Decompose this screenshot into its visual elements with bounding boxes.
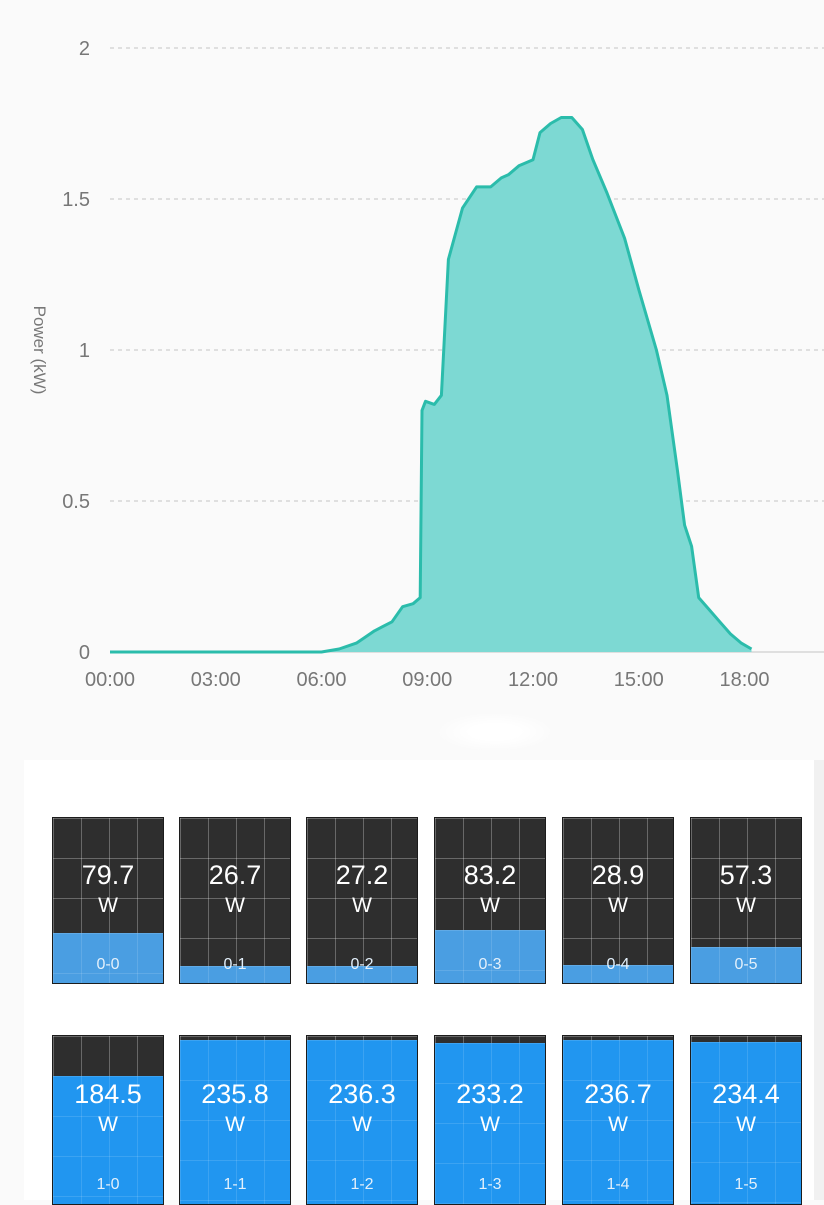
panel-power-fill xyxy=(53,1076,163,1204)
panel-power-unit: W xyxy=(98,894,118,917)
power-chart: 2 1.5 1 0.5 0 00:00 03:00 06:00 09:00 12:00 15:00 1… xyxy=(30,38,824,691)
x-tick-label: 00:00 xyxy=(85,669,135,691)
panel-power-fill xyxy=(691,947,801,983)
panel-power-unit: W xyxy=(608,894,628,917)
panel-id-label: 1-0 xyxy=(96,1176,120,1193)
panel-power-value: 233.2 xyxy=(456,1079,524,1109)
panel-power-unit: W xyxy=(480,1113,500,1136)
panel-id-label: 1-5 xyxy=(734,1176,758,1193)
panel-power-value: 234.4 xyxy=(712,1079,780,1109)
panel-power-unit: W xyxy=(608,1113,628,1136)
panel-power-value: 57.3 xyxy=(719,860,773,890)
panel-0-2[interactable]: 27.2 W 0-2 xyxy=(306,817,418,984)
panel-power-value: 235.8 xyxy=(201,1079,269,1109)
y-tick-label: 1 xyxy=(79,340,90,362)
panel-id-label: 0-5 xyxy=(734,956,758,973)
power-chart-svg: 2 1.5 1 0.5 0 00:00 03:00 06:00 09:00 12:00 15:00 1… xyxy=(30,38,824,691)
panel-0-3[interactable]: 83.2 W 0-3 xyxy=(434,817,546,984)
panel-layout-card: 79.7 W 0-0 26.7 W 0-1 27.2 W 0-2 83.2 W 0-3 28.9 W 0-4… xyxy=(24,760,814,1205)
panel-power-value: 83.2 xyxy=(463,860,517,890)
panel-power-value: 79.7 xyxy=(81,860,135,890)
panel-power-fill xyxy=(307,1040,417,1204)
panel-power-fill xyxy=(563,1040,673,1204)
panel-power-fill xyxy=(563,965,673,983)
panel-0-1[interactable]: 26.7 W 0-1 xyxy=(179,817,291,984)
power-area-line xyxy=(110,116,753,654)
panel-id-label: 1-3 xyxy=(478,1176,502,1193)
panel-power-value: 26.7 xyxy=(208,860,262,890)
panel-id-label: 1-2 xyxy=(350,1176,374,1193)
x-tick-label: 06:00 xyxy=(296,669,346,691)
panel-power-unit: W xyxy=(736,894,756,917)
panel-power-fill xyxy=(307,966,417,983)
panel-power-unit: W xyxy=(352,894,372,917)
y-tick-label: 0.5 xyxy=(62,491,90,513)
y-tick-label: 1.5 xyxy=(62,189,90,211)
panel-0-4[interactable]: 28.9 W 0-4 xyxy=(562,817,674,984)
panel-1-1[interactable]: 235.8 W 1-1 xyxy=(179,1035,291,1205)
panel-power-unit: W xyxy=(480,894,500,917)
panel-id-label: 1-1 xyxy=(223,1176,247,1193)
panel-power-value: 27.2 xyxy=(335,860,389,890)
panel-0-0[interactable]: 79.7 W 0-0 xyxy=(52,817,164,984)
panel-power-fill xyxy=(180,966,290,983)
panel-id-label: 0-0 xyxy=(96,956,120,973)
panel-id-label: 1-4 xyxy=(606,1176,630,1193)
panel-power-fill xyxy=(180,1040,290,1204)
power-area-fill xyxy=(110,117,752,652)
panel-power-value: 28.9 xyxy=(591,860,645,890)
panel-power-value: 236.7 xyxy=(584,1079,652,1109)
panel-power-value: 236.3 xyxy=(328,1079,396,1109)
panel-power-fill xyxy=(53,933,163,983)
panel-1-5[interactable]: 234.4 W 1-5 xyxy=(690,1035,802,1205)
y-tick-label: 0 xyxy=(79,642,90,664)
x-tick-label: 03:00 xyxy=(191,669,241,691)
blurred-region xyxy=(435,712,555,752)
panel-power-unit: W xyxy=(736,1113,756,1136)
panel-1-3[interactable]: 233.2 W 1-3 xyxy=(434,1035,546,1205)
panel-id-label: 0-2 xyxy=(350,956,374,973)
panel-power-fill xyxy=(691,1042,801,1204)
y-tick-label: 2 xyxy=(79,38,90,60)
panel-power-fill xyxy=(435,1043,545,1204)
panel-id-label: 0-4 xyxy=(606,956,630,973)
panel-power-value: 184.5 xyxy=(74,1079,142,1109)
panel-1-2[interactable]: 236.3 W 1-2 xyxy=(306,1035,418,1205)
card-edge xyxy=(814,760,824,1200)
panel-1-0[interactable]: 184.5 W 1-0 xyxy=(52,1035,164,1205)
x-tick-label: 18:00 xyxy=(719,669,769,691)
x-tick-label: 12:00 xyxy=(508,669,558,691)
panel-1-4[interactable]: 236.7 W 1-4 xyxy=(562,1035,674,1205)
panel-power-unit: W xyxy=(225,1113,245,1136)
panel-power-unit: W xyxy=(225,894,245,917)
panel-power-unit: W xyxy=(352,1113,372,1136)
panel-id-label: 0-3 xyxy=(478,956,502,973)
panel-power-unit: W xyxy=(98,1113,118,1136)
x-tick-label: 09:00 xyxy=(402,669,452,691)
panel-id-label: 0-1 xyxy=(223,956,247,973)
x-tick-label: 15:00 xyxy=(614,669,664,691)
panel-0-5[interactable]: 57.3 W 0-5 xyxy=(690,817,802,984)
y-axis-title: Power (kW) xyxy=(30,306,49,395)
panel-power-fill xyxy=(435,930,545,983)
